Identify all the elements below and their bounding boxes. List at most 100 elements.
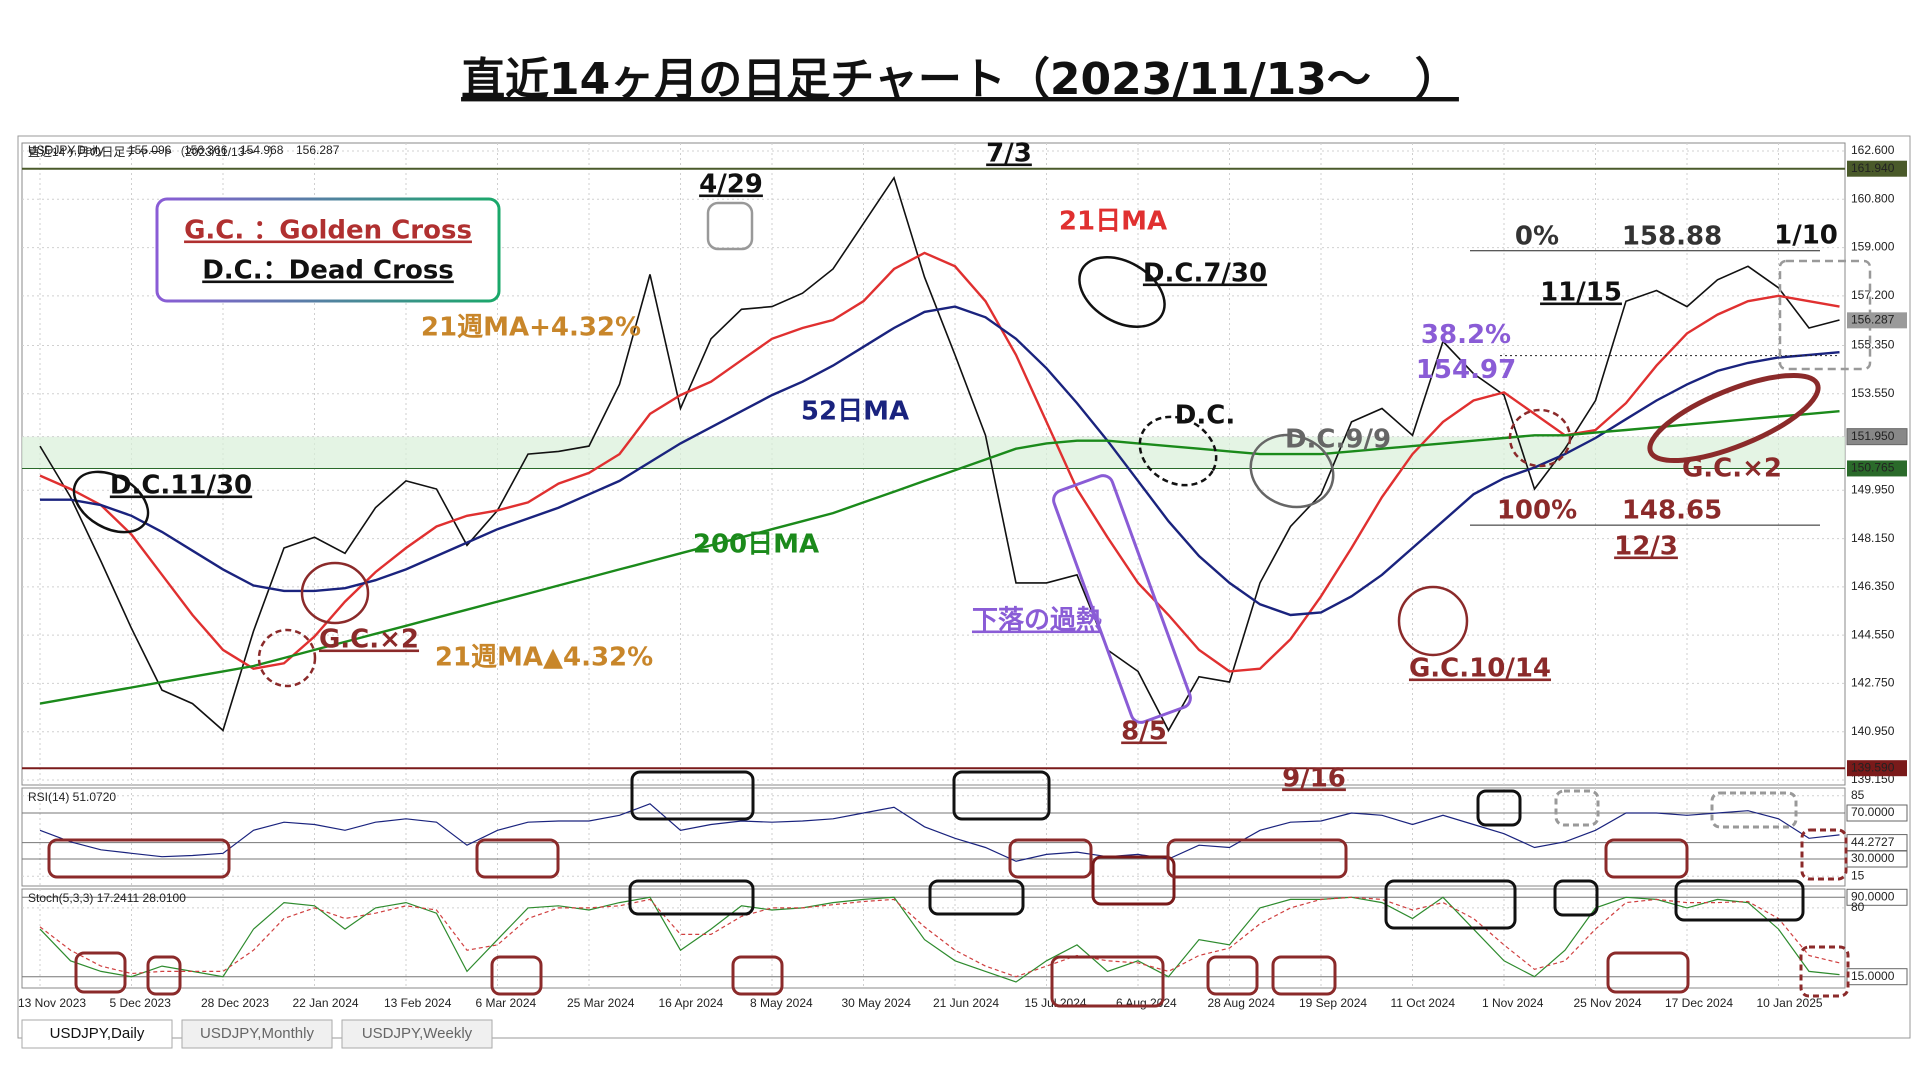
annotation: G.C.10/14 <box>1409 654 1551 684</box>
x-tick-label: 11 Oct 2024 <box>1391 996 1456 1010</box>
indicator-highlight <box>1553 879 1599 917</box>
indicator-highlight <box>1710 791 1798 829</box>
legend-box <box>155 197 501 303</box>
annotation: D.C.：Dead Cross <box>202 256 454 286</box>
highlight-ellipse <box>1508 408 1572 468</box>
annotation: 21週MA+4.32% <box>421 313 641 343</box>
panel-title: 直近14ヶ月の日足チャート（2023/11/13〜 ） <box>28 145 280 159</box>
indicator-highlight <box>1271 955 1337 996</box>
fib-pct: 38.2% <box>1421 320 1511 350</box>
fib-label: 148.65 <box>1622 496 1722 526</box>
highlight-ellipse <box>1249 433 1335 509</box>
x-tick-label: 6 Aug 2024 <box>1116 996 1177 1010</box>
annotation: 7/3 <box>986 139 1032 169</box>
series-label: 200日MA <box>693 530 819 560</box>
tab-label[interactable]: USDJPY,Weekly <box>362 1025 473 1042</box>
annotation: D.C. <box>1175 401 1235 431</box>
y-tick-label: 162.600 <box>1851 143 1895 157</box>
x-tick-label: 25 Nov 2024 <box>1574 996 1642 1010</box>
price-label-box <box>1847 460 1907 477</box>
y-tick-label: 142.750 <box>1851 676 1895 690</box>
price-label-box <box>1847 312 1907 329</box>
y-tick-label: 15.0000 <box>1851 969 1895 983</box>
tab[interactable] <box>181 1019 333 1049</box>
y-tick-label: 146.350 <box>1851 579 1895 593</box>
series-label: 21日MA <box>1059 207 1167 237</box>
panel-title: Stoch(5,3,3) 17.2411 28.0100 <box>28 891 186 905</box>
indicator-highlight <box>1166 838 1348 879</box>
y-tick-label: 85 <box>1851 788 1865 802</box>
annotation: G.C.×2 <box>1682 454 1782 484</box>
y-tick-label: 153.550 <box>1851 386 1895 400</box>
price-label-box <box>1847 160 1907 177</box>
series-line <box>39 175 1840 733</box>
y-tick-label: 70.0000 <box>1851 805 1895 819</box>
x-tick-label: 13 Nov 2023 <box>18 996 86 1010</box>
indicator-highlight <box>146 955 182 996</box>
series-line <box>39 251 1840 673</box>
indicator-highlight <box>490 955 543 996</box>
indicator-highlight <box>1606 951 1690 994</box>
fib-pct: 100% <box>1497 496 1577 526</box>
tab-label[interactable]: USDJPY,Monthly <box>200 1025 314 1042</box>
indicator-highlight <box>1091 855 1176 906</box>
y-tick-label: 149.950 <box>1851 482 1895 496</box>
y-tick-label: 15 <box>1851 868 1865 882</box>
price-label: 139.590 <box>1851 760 1895 774</box>
chart-title: 直近14ヶ月の日足チャート（2023/11/13〜 ） <box>461 54 1459 105</box>
x-tick-label: 8 May 2024 <box>750 996 813 1010</box>
indicator-highlight <box>1008 838 1093 879</box>
annotation: D.C.9/9 <box>1285 425 1391 455</box>
y-tick-label: 157.200 <box>1851 288 1895 302</box>
tab[interactable] <box>341 1019 493 1049</box>
y-tick-label: 159.000 <box>1851 240 1895 254</box>
annotation: 9/16 <box>1282 764 1346 794</box>
tab[interactable] <box>21 1019 173 1049</box>
tab-label[interactable]: USDJPY,Daily <box>50 1025 145 1042</box>
price-label: 161.940 <box>1851 161 1895 175</box>
y-tick-label: 30.0000 <box>1851 851 1895 865</box>
indicator-highlight <box>628 879 755 916</box>
highlight-box <box>1778 259 1872 371</box>
series-line <box>39 803 1840 862</box>
annotation: D.C.7/30 <box>1143 259 1267 289</box>
annotation: 11/15 <box>1540 278 1622 308</box>
y-tick-label: 144.550 <box>1851 627 1895 641</box>
header-value: 154.968 <box>240 143 284 157</box>
highlight-ellipse <box>300 561 370 625</box>
y-tick-label: 155.350 <box>1851 338 1895 352</box>
x-tick-label: 21 Jun 2024 <box>933 996 999 1010</box>
x-tick-label: 1 Nov 2024 <box>1482 996 1544 1010</box>
price-label-box <box>1847 760 1907 777</box>
annotation: 8/5 <box>1121 717 1167 747</box>
y-tick-label: 44.2727 <box>1851 835 1895 849</box>
header-value: 156.366 <box>184 143 228 157</box>
annotation: 4/29 <box>699 170 763 200</box>
indicator-highlight <box>1799 945 1850 998</box>
indicator-highlight <box>1800 828 1848 881</box>
symbol-label: USDJPY,Daily <box>28 143 104 157</box>
header-value: 155.096 <box>128 143 172 157</box>
annotation: 1/10 <box>1774 221 1838 251</box>
x-tick-label: 28 Aug 2024 <box>1208 996 1276 1010</box>
overheat-box <box>1052 474 1192 724</box>
chart-frame <box>17 135 1911 1039</box>
indicator-highlight <box>1604 838 1689 879</box>
x-tick-label: 30 May 2024 <box>842 996 912 1010</box>
indicator-highlight <box>1674 879 1805 922</box>
indicator-highlight <box>74 951 127 994</box>
y-tick-label: 140.950 <box>1851 724 1895 738</box>
panel-title: RSI(14) 51.0720 <box>28 790 116 804</box>
price-label: 156.287 <box>1851 313 1895 327</box>
indicator-highlight <box>1554 789 1600 827</box>
indicator-highlight <box>475 838 560 879</box>
tick-label-box <box>1846 428 1908 446</box>
highlight-ellipse <box>72 470 150 534</box>
x-tick-label: 6 Mar 2024 <box>476 996 537 1010</box>
x-tick-label: 25 Mar 2024 <box>567 996 635 1010</box>
indicator-highlight <box>1206 955 1259 996</box>
indicator-highlight <box>47 838 231 879</box>
y-tick-label: 80 <box>1851 900 1865 914</box>
indicator-highlight <box>928 879 1025 916</box>
